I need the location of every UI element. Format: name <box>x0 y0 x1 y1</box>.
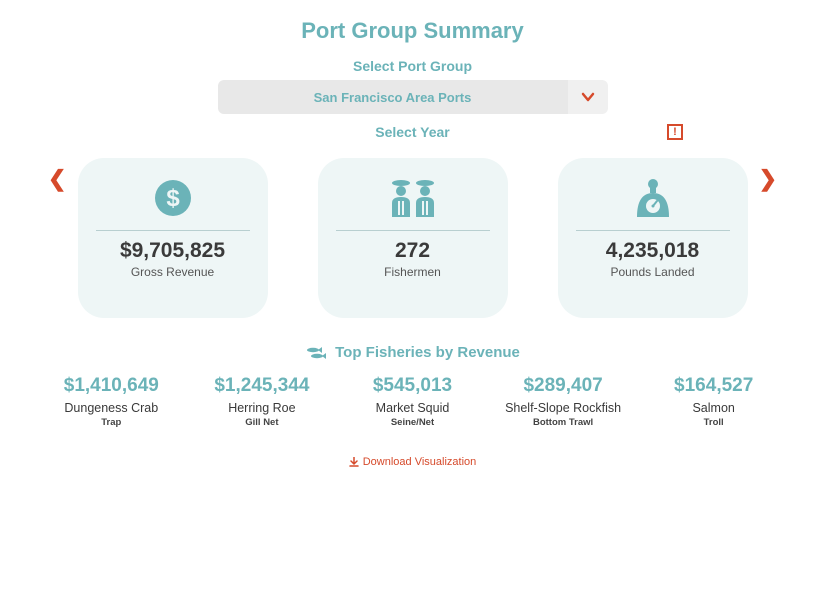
scale-icon <box>633 176 673 220</box>
next-arrow[interactable]: ❯ <box>759 166 777 192</box>
fishery-item: $164,527 Salmon Troll <box>638 375 789 428</box>
divider <box>336 230 490 231</box>
fishery-method: Troll <box>638 417 789 428</box>
fishery-value: $289,407 <box>488 375 639 397</box>
top-fisheries-header: Top Fisheries by Revenue <box>30 344 795 361</box>
download-label: Download Visualization <box>363 456 477 468</box>
revenue-value: $9,705,825 <box>120 239 225 263</box>
fishery-value: $164,527 <box>638 375 789 397</box>
download-icon <box>349 457 359 467</box>
fisheries-row: $1,410,649 Dungeness Crab Trap $1,245,34… <box>30 375 795 428</box>
fishery-item: $1,410,649 Dungeness Crab Trap <box>36 375 187 428</box>
prev-arrow[interactable]: ❮ <box>48 166 66 192</box>
port-group-dropdown-arrow[interactable] <box>568 80 608 114</box>
fishermen-value: 272 <box>395 239 430 263</box>
stats-row: ❮ ❯ $ $9,705,825 Gross Revenue <box>30 158 795 318</box>
fishery-item: $289,407 Shelf-Slope Rockfish Bottom Tra… <box>488 375 639 428</box>
year-row: Select Year ! <box>30 124 795 146</box>
port-group-label: Select Port Group <box>30 58 795 74</box>
download-link[interactable]: Download Visualization <box>349 456 477 468</box>
fishery-name: Shelf-Slope Rockfish <box>488 401 639 415</box>
port-group-selected: San Francisco Area Ports <box>218 80 568 114</box>
warning-icon[interactable]: ! <box>667 124 683 140</box>
fishery-item: $545,013 Market Squid Seine/Net <box>337 375 488 428</box>
top-fisheries-title: Top Fisheries by Revenue <box>335 344 520 361</box>
fishery-method: Seine/Net <box>337 417 488 428</box>
stat-card-pounds: 4,235,018 Pounds Landed <box>558 158 748 318</box>
fishermen-label: Fishermen <box>384 265 441 279</box>
svg-text:$: $ <box>166 185 180 212</box>
selectors-block: Select Port Group San Francisco Area Por… <box>30 58 795 146</box>
pounds-value: 4,235,018 <box>606 239 699 263</box>
fishery-name: Dungeness Crab <box>36 401 187 415</box>
stat-card-revenue: $ $9,705,825 Gross Revenue <box>78 158 268 318</box>
fishery-method: Trap <box>36 417 187 428</box>
people-icon <box>386 176 440 220</box>
fishery-value: $1,245,344 <box>187 375 338 397</box>
fish-icon <box>305 346 327 360</box>
fishery-name: Herring Roe <box>187 401 338 415</box>
pounds-label: Pounds Landed <box>610 265 694 279</box>
dollar-icon: $ <box>153 176 193 220</box>
port-group-dropdown[interactable]: San Francisco Area Ports <box>218 80 608 114</box>
fishery-item: $1,245,344 Herring Roe Gill Net <box>187 375 338 428</box>
stat-card-fishermen: 272 Fishermen <box>318 158 508 318</box>
divider <box>96 230 250 231</box>
fishery-method: Gill Net <box>187 417 338 428</box>
fishery-value: $545,013 <box>337 375 488 397</box>
revenue-label: Gross Revenue <box>131 265 214 279</box>
page-title: Port Group Summary <box>30 18 795 44</box>
fishery-name: Salmon <box>638 401 789 415</box>
download-row: Download Visualization <box>30 454 795 472</box>
divider <box>576 230 730 231</box>
fishery-method: Bottom Trawl <box>488 417 639 428</box>
dashboard-container: Port Group Summary Select Port Group San… <box>0 0 825 482</box>
fishery-value: $1,410,649 <box>36 375 187 397</box>
fishery-name: Market Squid <box>337 401 488 415</box>
chevron-down-icon <box>581 90 595 104</box>
